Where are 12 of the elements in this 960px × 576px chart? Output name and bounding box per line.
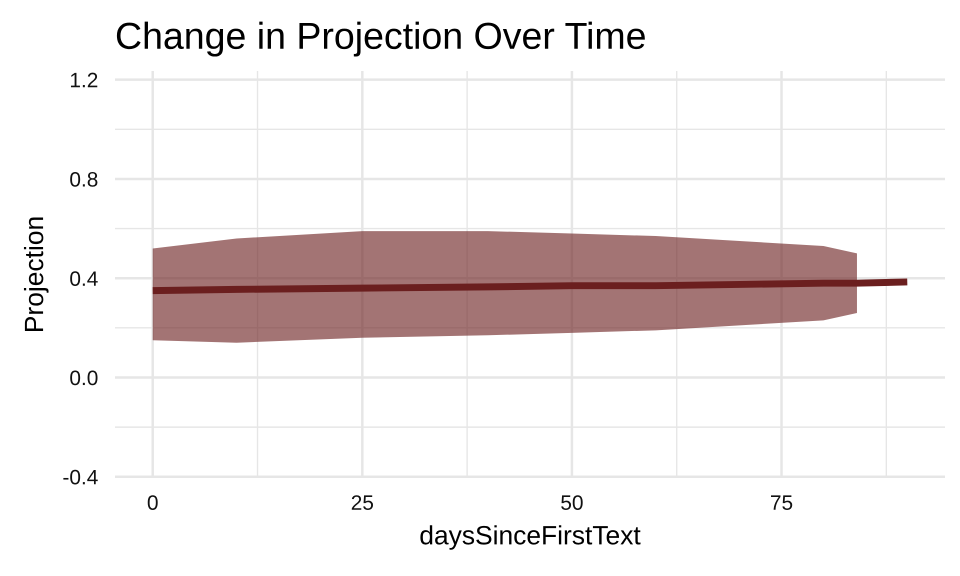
y-tick-label: 0.8 [70,172,98,187]
y-tick-label: 0.4 [70,271,98,286]
y-axis-title: Projection [24,218,49,332]
x-tick-label: 50 [561,495,583,510]
x-tick-label: 75 [770,495,792,510]
x-tick-label: 0 [148,495,158,510]
y-tick-label: 0.0 [70,370,98,386]
y-tick-label: -0.4 [63,470,98,485]
x-axis-title: daysSinceFirstText [420,525,641,550]
chart-title: Change in Projection Over Time [116,22,645,57]
x-tick-label: 25 [352,495,374,510]
y-tick-label: 1.2 [70,72,98,88]
